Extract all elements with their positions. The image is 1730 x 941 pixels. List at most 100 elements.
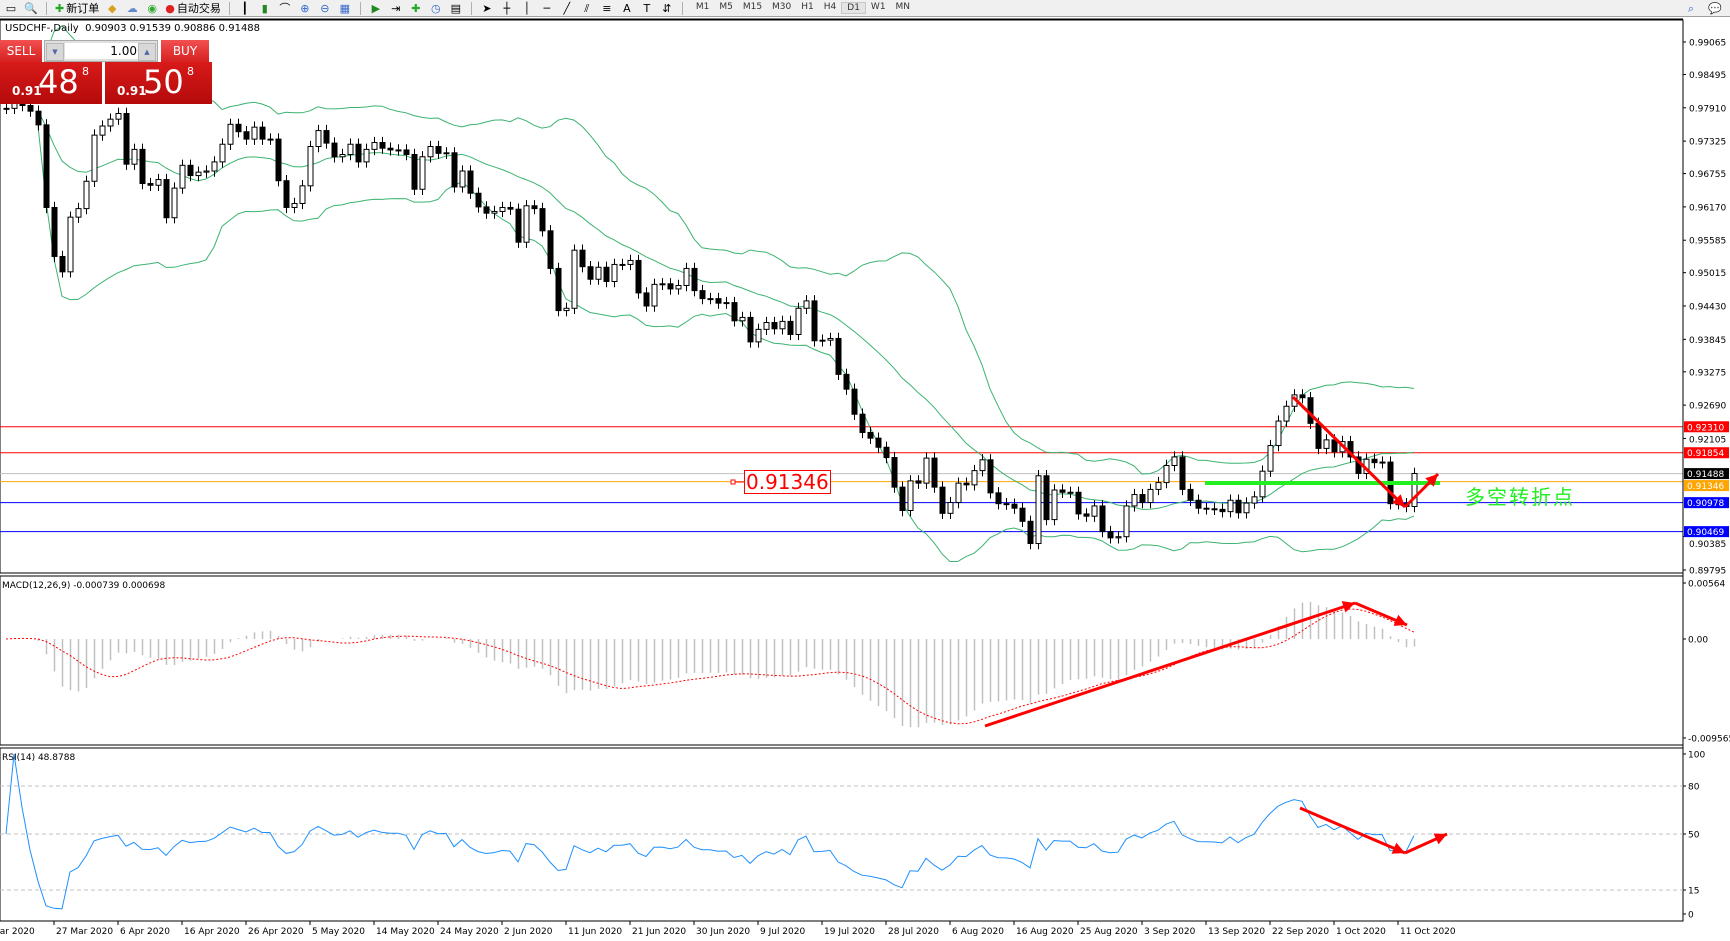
candle-body-bull <box>1267 445 1274 472</box>
rsi-up-arrow[interactable] <box>1404 832 1448 855</box>
zoom-out-icon[interactable]: ⊖ <box>320 1 330 15</box>
arrows-icon[interactable]: ⇵ <box>662 1 672 15</box>
text-label-icon[interactable]: T <box>643 1 651 15</box>
candle-body-bear <box>603 266 610 283</box>
main-down-arrow[interactable] <box>1291 395 1407 509</box>
chart-area[interactable]: 0.99065 0.98495 0.97910 0.97325 0.96755 0.961… <box>0 18 1730 941</box>
bar-chart-icon[interactable]: ┃ <box>241 1 249 15</box>
candle <box>771 316 778 335</box>
candle-body-bull <box>523 205 530 243</box>
candle-body-bear <box>403 149 410 155</box>
timeframe-d1[interactable]: D1 <box>841 2 866 14</box>
candle <box>427 140 434 163</box>
candle-body-bear <box>35 110 42 126</box>
level-tag-0.90469: 0.90469 <box>1687 528 1724 538</box>
terminal-icon[interactable]: ☁ <box>126 1 138 15</box>
level-tag-bg <box>1684 421 1729 433</box>
candle <box>1243 497 1250 519</box>
candle <box>1139 488 1146 509</box>
crosshair-icon[interactable]: ┼ <box>503 1 511 15</box>
level-tag-0.91488: 0.91488 <box>1687 470 1724 480</box>
zoom-search-icon[interactable]: 🔍 <box>24 1 38 15</box>
candle <box>1147 483 1154 509</box>
text-icon[interactable]: A <box>623 1 631 15</box>
lot-size-input[interactable] <box>65 43 139 59</box>
candle-body-bear <box>59 255 66 273</box>
timeframe-w1[interactable]: W1 <box>870 2 886 12</box>
chat-icon[interactable]: 💬 <box>1708 1 1722 15</box>
timeframe-m15[interactable]: M15 <box>742 2 763 12</box>
candle <box>1043 470 1050 526</box>
search-icon[interactable]: ⌕ <box>1687 1 1695 15</box>
toolbar: ▭ 🔍 ✚ 新订单 ◆ ☁ ◉ ● 自动交易 ┃ ▮ ⌒ ⊕ ⊖ ▦ ▶ ⇥ ✚ ◷… <box>0 0 1730 17</box>
candle-body-bear <box>715 298 722 304</box>
timeframe-mn[interactable]: MN <box>895 2 911 12</box>
trendline-icon[interactable]: ╱ <box>563 1 571 15</box>
main-plot <box>0 25 1683 563</box>
macd-down-arrow[interactable] <box>1354 601 1408 627</box>
timeframe-m30[interactable]: M30 <box>772 2 792 12</box>
candle <box>467 165 474 199</box>
price-tick-label: 0.90385 <box>1689 540 1726 550</box>
tile-windows-icon[interactable]: ▦ <box>339 1 351 15</box>
candle <box>1059 484 1066 498</box>
candle <box>443 147 450 160</box>
candle <box>571 244 578 314</box>
lot-size-stepper: ▼ ▲ <box>44 40 158 62</box>
buy-price-button[interactable]: 0.91 50 8 <box>105 62 212 104</box>
candle <box>299 180 306 210</box>
candle-body-bear <box>891 457 898 488</box>
line-chart-icon[interactable]: ⌒ <box>279 1 291 15</box>
chart-shift-icon[interactable]: ⇥ <box>391 1 401 15</box>
lot-increase-button[interactable]: ▲ <box>138 43 156 61</box>
rsi-tick-label: 100 <box>1688 751 1705 761</box>
candle-body-bear <box>1187 488 1194 501</box>
fibonacci-icon[interactable]: ≡ <box>602 1 612 15</box>
candle <box>179 159 186 194</box>
time-tick-label: 14 May 2020 <box>376 927 435 937</box>
buy-button[interactable]: BUY <box>161 40 209 62</box>
macd-pane <box>0 575 1684 746</box>
candle-body-bull <box>1147 488 1154 504</box>
auto-trading-button[interactable]: ● 自动交易 <box>165 0 221 16</box>
metaeditor-icon[interactable]: ◆ <box>107 1 117 15</box>
candle <box>859 408 866 439</box>
buy-price-prefix: 0.91 <box>117 84 147 98</box>
horizontal-line-icon[interactable]: ─ <box>543 1 551 15</box>
candle <box>1131 488 1138 512</box>
main-up-arrow[interactable] <box>1403 472 1440 509</box>
price-annotation-box[interactable]: 0.91346 <box>744 470 831 494</box>
candle <box>1003 497 1010 510</box>
chart-title: USDCHF-,Daily 0.90903 0.91539 0.90886 0.… <box>5 23 260 34</box>
window-icon[interactable]: ▭ <box>5 1 17 15</box>
one-click-trading-panel: SELL ▼ ▲ BUY 0.91 48 8 0.91 50 8 <box>0 40 214 104</box>
templates-icon[interactable]: ▤ <box>450 1 462 15</box>
timeframe-m1[interactable]: M1 <box>695 2 710 12</box>
timeframe-h1[interactable]: H1 <box>801 2 814 12</box>
macd-tick-label: -0.009565 <box>1688 735 1730 745</box>
sell-price-button[interactable]: 0.91 48 8 <box>0 62 102 104</box>
vertical-line-icon[interactable]: │ <box>523 1 531 15</box>
rsi-down-arrow[interactable] <box>1299 806 1406 855</box>
periods-clock-icon[interactable]: ◷ <box>431 1 441 15</box>
timeframe-m5[interactable]: M5 <box>719 2 733 12</box>
candle <box>731 296 738 327</box>
level-tag-0.92310: 0.92310 <box>1687 423 1724 433</box>
candlestick-icon[interactable]: ▮ <box>261 1 268 15</box>
chart-symbol: USDCHF-,Daily <box>5 23 79 34</box>
signal-icon[interactable]: ◉ <box>147 1 158 15</box>
candle-body-bear <box>51 206 58 257</box>
new-order-button[interactable]: ✚ 新订单 <box>55 0 99 16</box>
turning-point-label[interactable]: 多空转折点 <box>1465 485 1575 509</box>
auto-scroll-icon[interactable]: ▶ <box>371 1 381 15</box>
equidistant-channel-icon[interactable]: ⫽ <box>584 1 590 15</box>
cursor-icon[interactable]: ➤ <box>482 1 492 15</box>
timeframe-h4[interactable]: H4 <box>823 2 837 12</box>
macd-up-arrow[interactable] <box>984 601 1356 728</box>
lot-decrease-button[interactable]: ▼ <box>46 43 64 61</box>
indicators-icon[interactable]: ✚ <box>411 1 421 15</box>
candle-body-bull <box>1163 464 1170 484</box>
zoom-in-icon[interactable]: ⊕ <box>300 1 310 15</box>
sell-button[interactable]: SELL <box>0 40 42 62</box>
candle-body-bull <box>155 179 162 186</box>
